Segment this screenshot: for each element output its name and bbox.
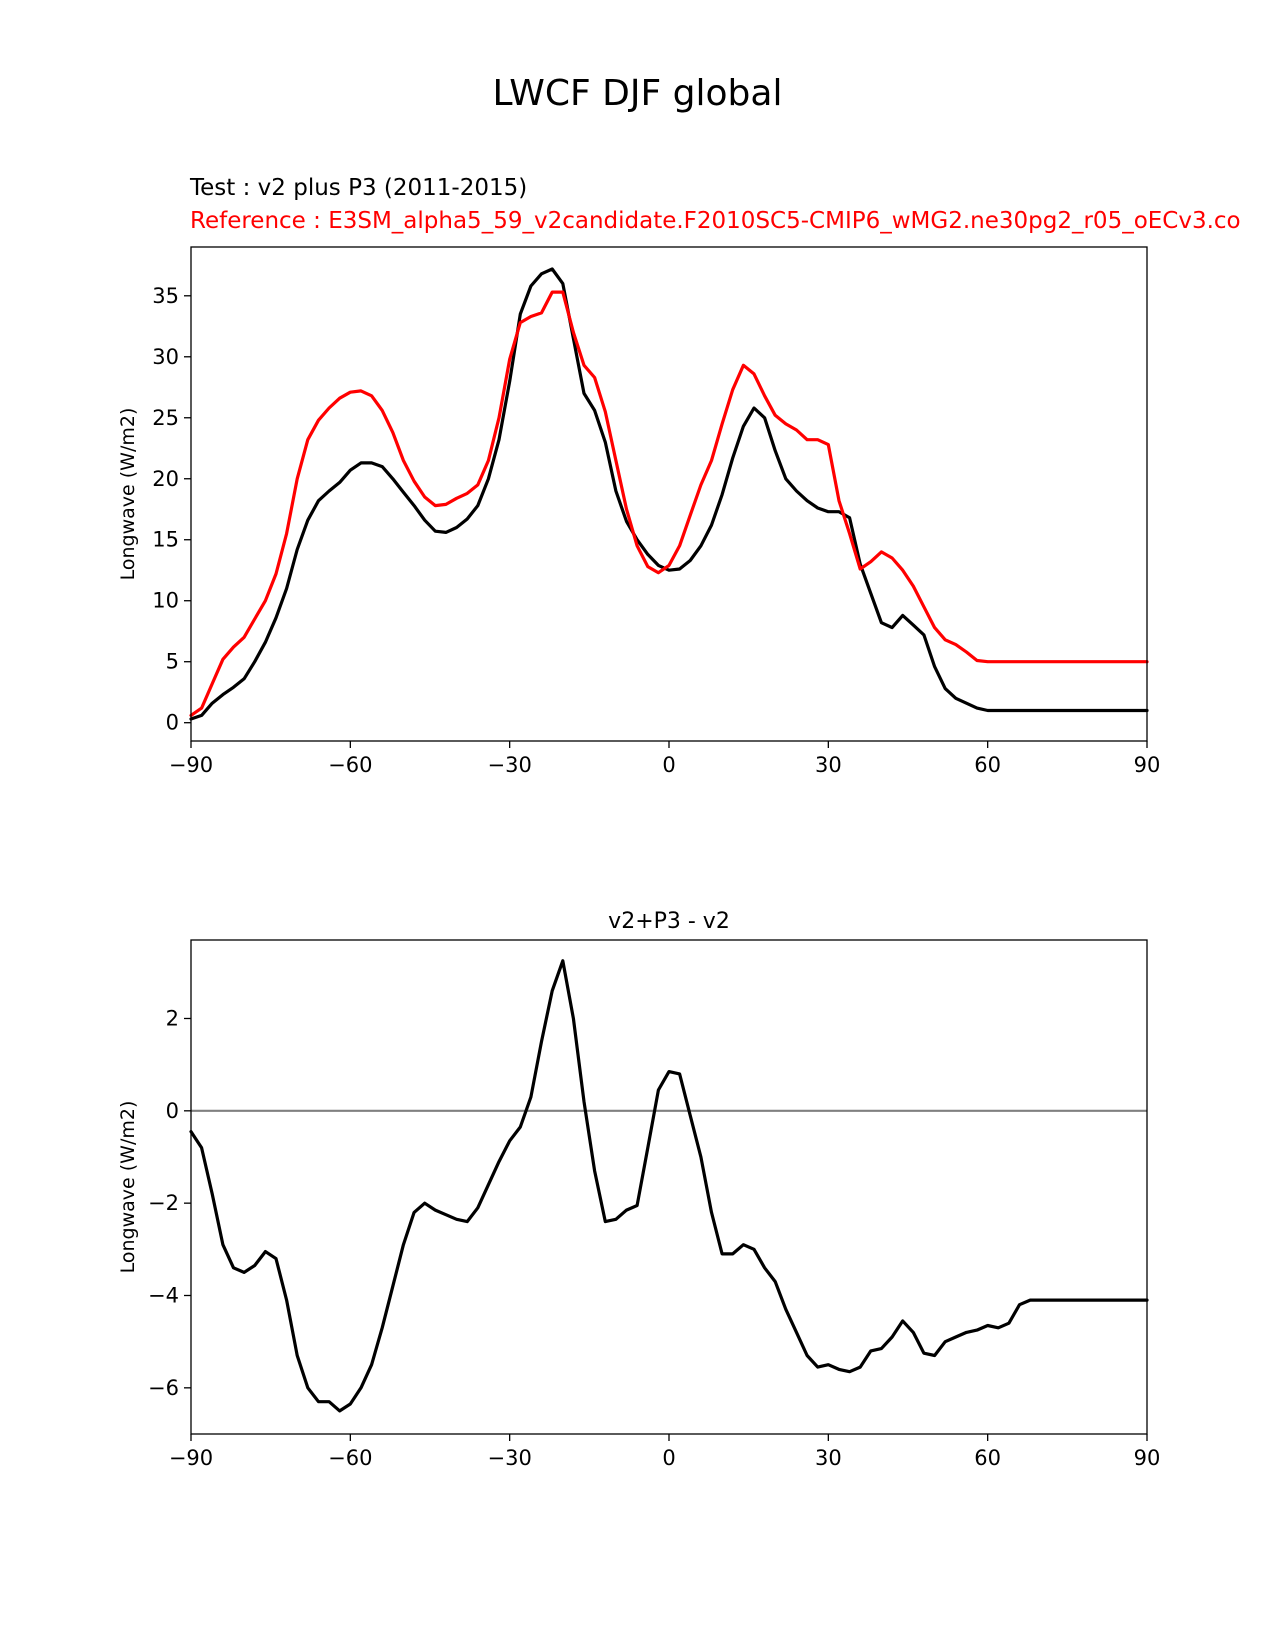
- top-chart-ytick-label: 25: [152, 406, 179, 430]
- bottom-chart-xtick-label: −90: [169, 1446, 213, 1470]
- bottom-chart-title: v2+P3 - v2: [608, 909, 730, 934]
- top-chart-ytick-label: 15: [152, 528, 179, 552]
- bottom-chart-ytick-label: 0: [166, 1099, 179, 1123]
- top-chart-ytick-label: 30: [152, 345, 179, 369]
- top-chart-ytick-label: 10: [152, 589, 179, 613]
- top-chart-ytick-label: 0: [166, 711, 179, 735]
- top-chart-ytick-label: 35: [152, 284, 179, 308]
- bottom-chart-ytick-label: −6: [148, 1376, 179, 1400]
- bottom-chart-axes-frame: [190, 939, 1148, 1435]
- bottom-chart-xtick-label: −60: [328, 1446, 372, 1470]
- top-chart-series-test: [189, 267, 1149, 721]
- bottom-chart-xtick-label: 0: [662, 1446, 675, 1470]
- top-chart-axes-frame: [190, 246, 1148, 742]
- top-chart-xtick-label: −60: [328, 753, 372, 777]
- top-chart-xtick-label: 30: [815, 753, 842, 777]
- bottom-chart-ytick-label: −4: [148, 1283, 179, 1307]
- bottom-chart-ylabel: Longwave (W/m2): [117, 1101, 139, 1274]
- bottom-chart-series-difference: [189, 959, 1149, 1413]
- bottom-chart-xtick-label: −30: [488, 1446, 532, 1470]
- reference-label: Reference : E3SM_alpha5_59_v2candidate.F…: [190, 208, 1241, 234]
- top-chart-ylabel: Longwave (W/m2): [117, 408, 139, 581]
- top-chart-xtick-label: 90: [1134, 753, 1161, 777]
- top-chart-xtick-label: 0: [662, 753, 675, 777]
- bottom-chart: v2+P3 - v2 −90 −60 −30 0 30 60 90 −6 −4 −2 0 2 Longwa…: [117, 909, 1160, 1470]
- top-chart-ytick-label: 5: [166, 650, 179, 674]
- top-chart-ytick-label: 20: [152, 467, 179, 491]
- top-chart-xtick-label: −30: [488, 753, 532, 777]
- top-chart-series-reference: [189, 290, 1149, 718]
- bottom-chart-xtick-label: 30: [815, 1446, 842, 1470]
- bottom-chart-xtick-label: 90: [1134, 1446, 1161, 1470]
- figure-title: LWCF DJF global: [492, 73, 783, 114]
- bottom-chart-xtick-label: 60: [974, 1446, 1001, 1470]
- test-label: Test : v2 plus P3 (2011-2015): [190, 175, 528, 201]
- bottom-chart-ytick-label: 2: [166, 1006, 179, 1030]
- bottom-chart-ytick-label: −2: [148, 1191, 179, 1215]
- top-chart: −90 −60 −30 0 30 60 90 0 5 10 15 20 25 30 35 Longwave (…: [117, 246, 1161, 777]
- top-chart-xtick-label: −90: [169, 753, 213, 777]
- top-chart-xtick-label: 60: [974, 753, 1001, 777]
